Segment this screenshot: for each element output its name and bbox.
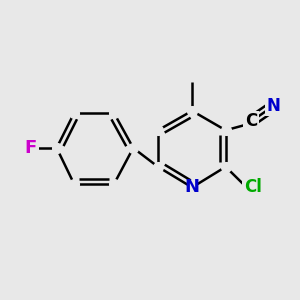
Text: N: N <box>267 97 280 115</box>
Text: F: F <box>25 139 37 157</box>
Text: Cl: Cl <box>244 178 262 196</box>
Text: N: N <box>184 178 200 196</box>
Text: C: C <box>245 112 257 130</box>
